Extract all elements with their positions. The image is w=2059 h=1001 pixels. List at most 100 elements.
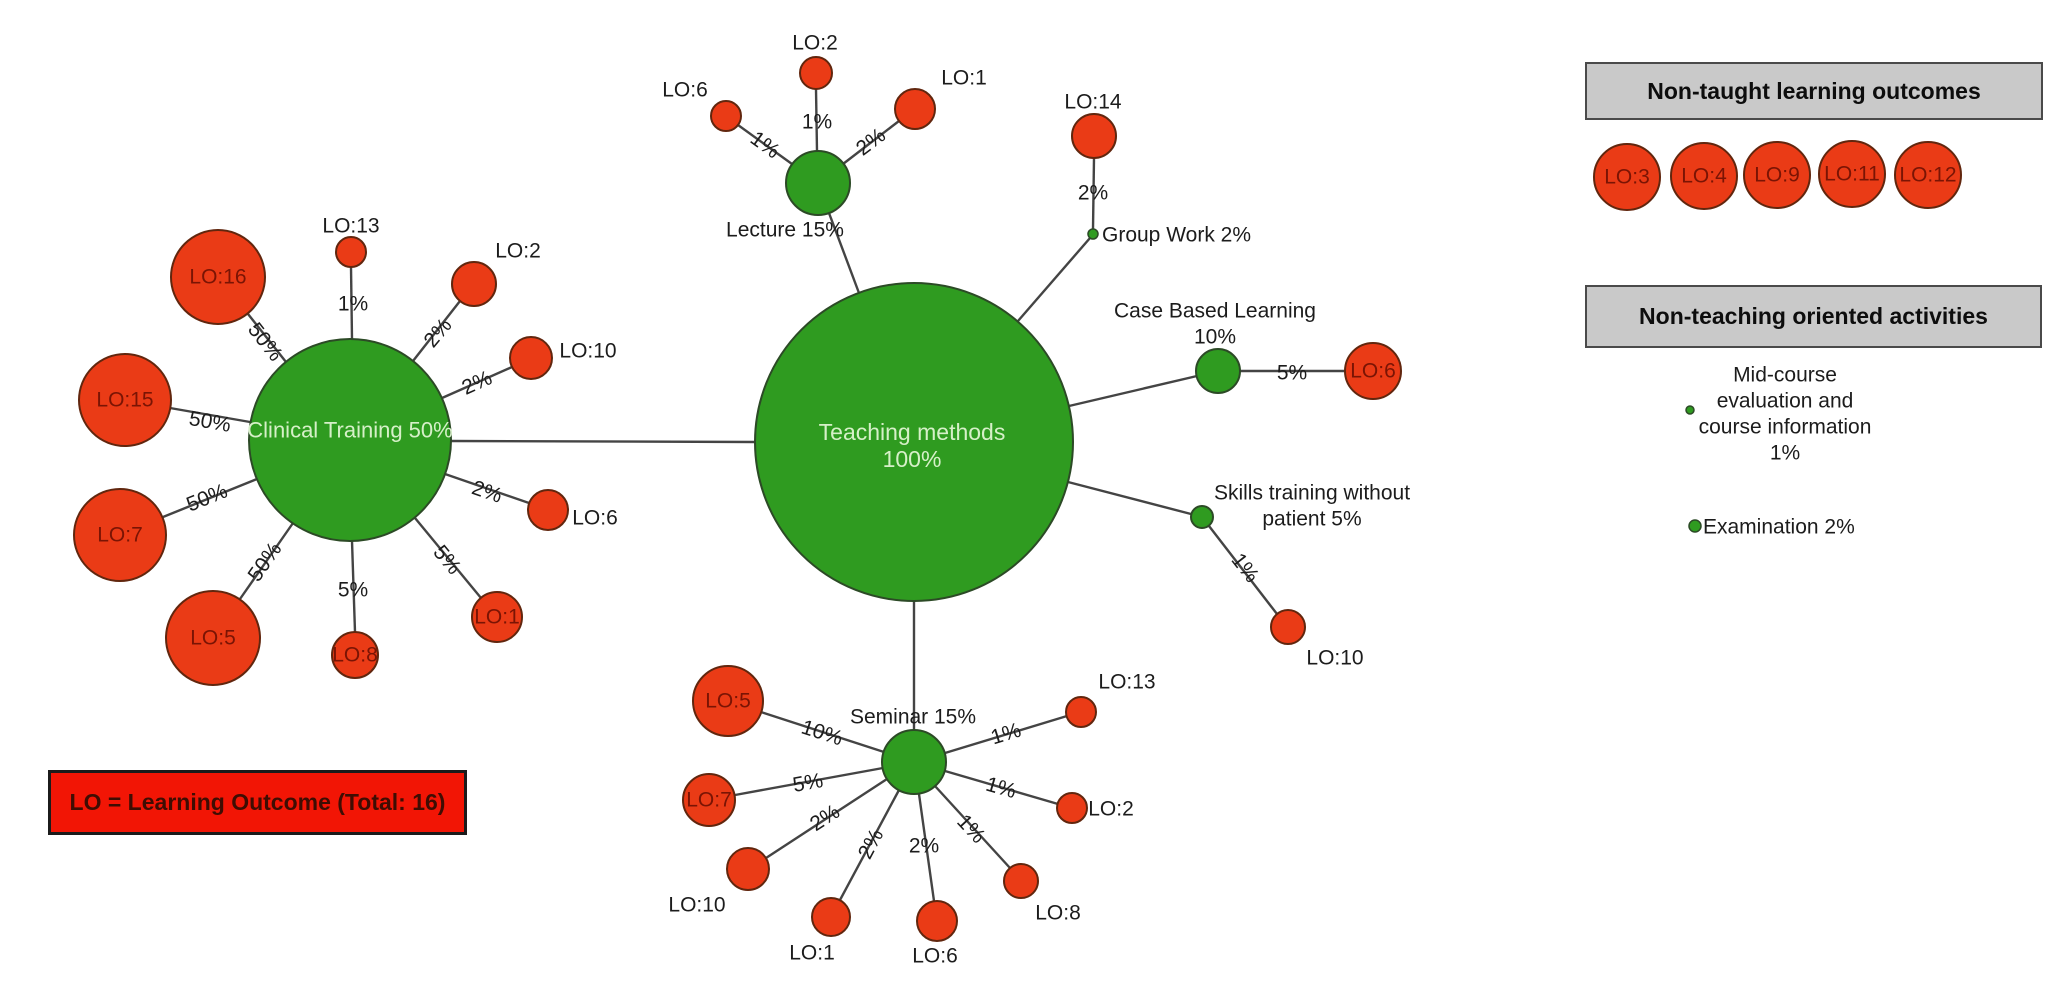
edge-teaching-methods--lecture [827, 212, 861, 294]
node-label-lo6-cbl: LO:6 [1350, 360, 1396, 383]
method-node-teaching-methods [754, 282, 1074, 602]
lo-legend-box: LO = Learning Outcome (Total: 16) [48, 770, 467, 835]
edge-clinical-training--lo1-clinical [414, 517, 482, 599]
outcome-node-lo6-clinical [527, 489, 569, 531]
lo-legend-text: LO = Learning Outcome (Total: 16) [69, 789, 446, 815]
node-label-lo9-nontaught: LO:9 [1754, 164, 1800, 187]
node-label-lo15-clinical: LO:15 [96, 389, 153, 412]
node-label-lo10-clinical: LO:10 [559, 340, 616, 363]
edge-label-clinical-training--lo10-clinical: 2% [458, 366, 495, 399]
method-node-clinical-training [248, 338, 452, 542]
method-node-seminar [881, 729, 947, 795]
edge-clinical-training--lo16-clinical [247, 313, 287, 363]
edge-label-clinical-training--lo8-clinical: 5% [338, 579, 368, 602]
node-label-lo13-seminar: LO:13 [1098, 671, 1155, 694]
node-label-lo10-seminar: LO:10 [668, 894, 725, 917]
edge-teaching-methods--skills-training [1067, 480, 1192, 516]
non-taught-outcomes-header: Non-taught learning outcomes [1585, 62, 2043, 120]
method-node-mid-course-evaluation [1685, 405, 1695, 415]
edge-label-seminar--lo6-seminar: 2% [909, 835, 939, 858]
edge-lecture--lo6-lecture [737, 124, 793, 165]
outcome-node-lo1-seminar [811, 897, 851, 937]
edge-teaching-methods--group-work [1017, 237, 1091, 322]
node-label-lecture: Lecture 15% [726, 219, 844, 242]
outcome-node-lo1-clinical [471, 591, 523, 643]
edge-label-clinical-training--lo6-clinical: 2% [469, 476, 505, 508]
outcome-node-lo12-nontaught [1894, 141, 1962, 209]
edge-clinical-training--lo6-clinical [444, 472, 530, 505]
edge-clinical-training--lo2-clinical [412, 300, 461, 362]
edge-lo14-group-work--group-work [1091, 157, 1096, 230]
edge-lecture--lo2-lecture [814, 88, 819, 152]
outcome-node-lo6-lecture [710, 100, 742, 132]
edge-clinical-training--lo8-clinical [350, 540, 357, 633]
edge-seminar--lo7-seminar [734, 766, 884, 797]
node-label-examination: Examination 2% [1703, 516, 1855, 539]
edge-seminar--lo6-seminar [917, 793, 936, 902]
node-label-lo11-nontaught: LO:11 [1824, 163, 1880, 186]
edge-seminar--lo5-seminar [760, 710, 885, 754]
edge-label-lecture--lo1-lecture: 2% [852, 124, 890, 161]
edge-seminar--lo2-seminar [944, 769, 1059, 806]
edge-label-seminar--lo1-seminar: 2% [854, 825, 889, 863]
non-teaching-activities-title: Non-teaching oriented activities [1639, 303, 1988, 329]
node-label-teaching-methods-line0: Teaching methods [819, 419, 1006, 445]
edge-lecture--lo1-lecture [842, 120, 900, 165]
outcome-node-lo10-skills [1270, 609, 1306, 645]
edge-seminar--lo8-seminar [934, 785, 1011, 869]
node-label-lo2-lecture: LO:2 [792, 32, 838, 55]
node-label-lo2-seminar: LO:2 [1088, 798, 1134, 821]
outcome-node-lo7-clinical [73, 488, 167, 582]
outcome-node-lo16-clinical [170, 229, 266, 325]
node-label-lo6-lecture: LO:6 [662, 79, 708, 102]
edge-seminar--lo10-seminar [765, 777, 888, 860]
edge-seminar--lo13-seminar [944, 714, 1068, 755]
node-label-lo1-seminar: LO:1 [789, 942, 835, 965]
edge-label-clinical-training--lo16-clinical: 50% [243, 318, 287, 365]
outcome-node-lo2-clinical [451, 261, 497, 307]
node-label-lo12-nontaught: LO:12 [1899, 164, 1956, 187]
outcome-node-lo5-seminar [692, 665, 764, 737]
node-label-lo14-group-work: LO:14 [1064, 91, 1122, 114]
edge-clinical-training--lo15-clinical [169, 406, 251, 424]
node-label-lo5-clinical: LO:5 [190, 627, 236, 650]
node-label-lo5-seminar: LO:5 [705, 690, 751, 713]
node-label-skills-training-line1: patient 5% [1262, 508, 1361, 531]
edge-label-clinical-training--lo13-clinical: 1% [338, 293, 368, 316]
edge-label-clinical-training--lo7-clinical: 50% [183, 479, 231, 516]
node-label-case-based-learning-line0: Case Based Learning [1114, 300, 1316, 323]
node-label-lo1-lecture: LO:1 [941, 67, 987, 90]
node-label-case-based-learning-line1: 10% [1194, 326, 1236, 349]
node-label-lo10-skills: LO:10 [1306, 647, 1363, 670]
edge-label-clinical-training--lo5-clinical: 50% [244, 538, 287, 586]
edge-label-seminar--lo2-seminar: 1% [983, 773, 1019, 803]
node-label-mid-course-evaluation-line0: Mid-course [1733, 364, 1837, 387]
non-taught-outcomes-title: Non-taught learning outcomes [1647, 77, 1981, 104]
method-node-examination [1688, 519, 1702, 533]
method-node-group-work [1087, 228, 1099, 240]
edge-label-seminar--lo8-seminar: 1% [952, 810, 990, 848]
outcome-node-lo7-seminar [682, 773, 736, 827]
edge-label-case-based-learning--lo6-cbl: 5% [1277, 362, 1307, 385]
outcome-node-lo10-seminar [726, 847, 770, 891]
edge-label-lecture--lo2-lecture: 1% [802, 111, 832, 134]
outcome-node-lo2-lecture [799, 56, 833, 90]
edge-label-seminar--lo13-seminar: 1% [988, 719, 1024, 750]
edge-teaching-methods--clinical-training [450, 439, 756, 444]
node-label-lo3-nontaught: LO:3 [1604, 166, 1650, 189]
outcome-node-lo8-seminar [1003, 863, 1039, 899]
node-label-mid-course-evaluation-line2: course information [1699, 416, 1872, 439]
node-label-seminar: Seminar 15% [850, 706, 976, 729]
outcome-node-lo8-clinical [331, 631, 379, 679]
node-label-lo16-clinical: LO:16 [189, 266, 246, 289]
node-label-lo8-seminar: LO:8 [1035, 902, 1081, 925]
outcome-node-lo10-clinical [509, 336, 553, 380]
node-label-skills-training-line0: Skills training without [1214, 482, 1410, 505]
edge-label-lo14-group-work--group-work: 2% [1078, 182, 1108, 205]
edge-label-seminar--lo5-seminar: 10% [798, 716, 845, 751]
non-teaching-activities-header: Non-teaching oriented activities [1585, 285, 2042, 348]
node-label-group-work: Group Work 2% [1102, 224, 1251, 247]
node-label-lo1-clinical: LO:1 [474, 606, 520, 629]
outcome-node-lo13-clinical [335, 236, 367, 268]
